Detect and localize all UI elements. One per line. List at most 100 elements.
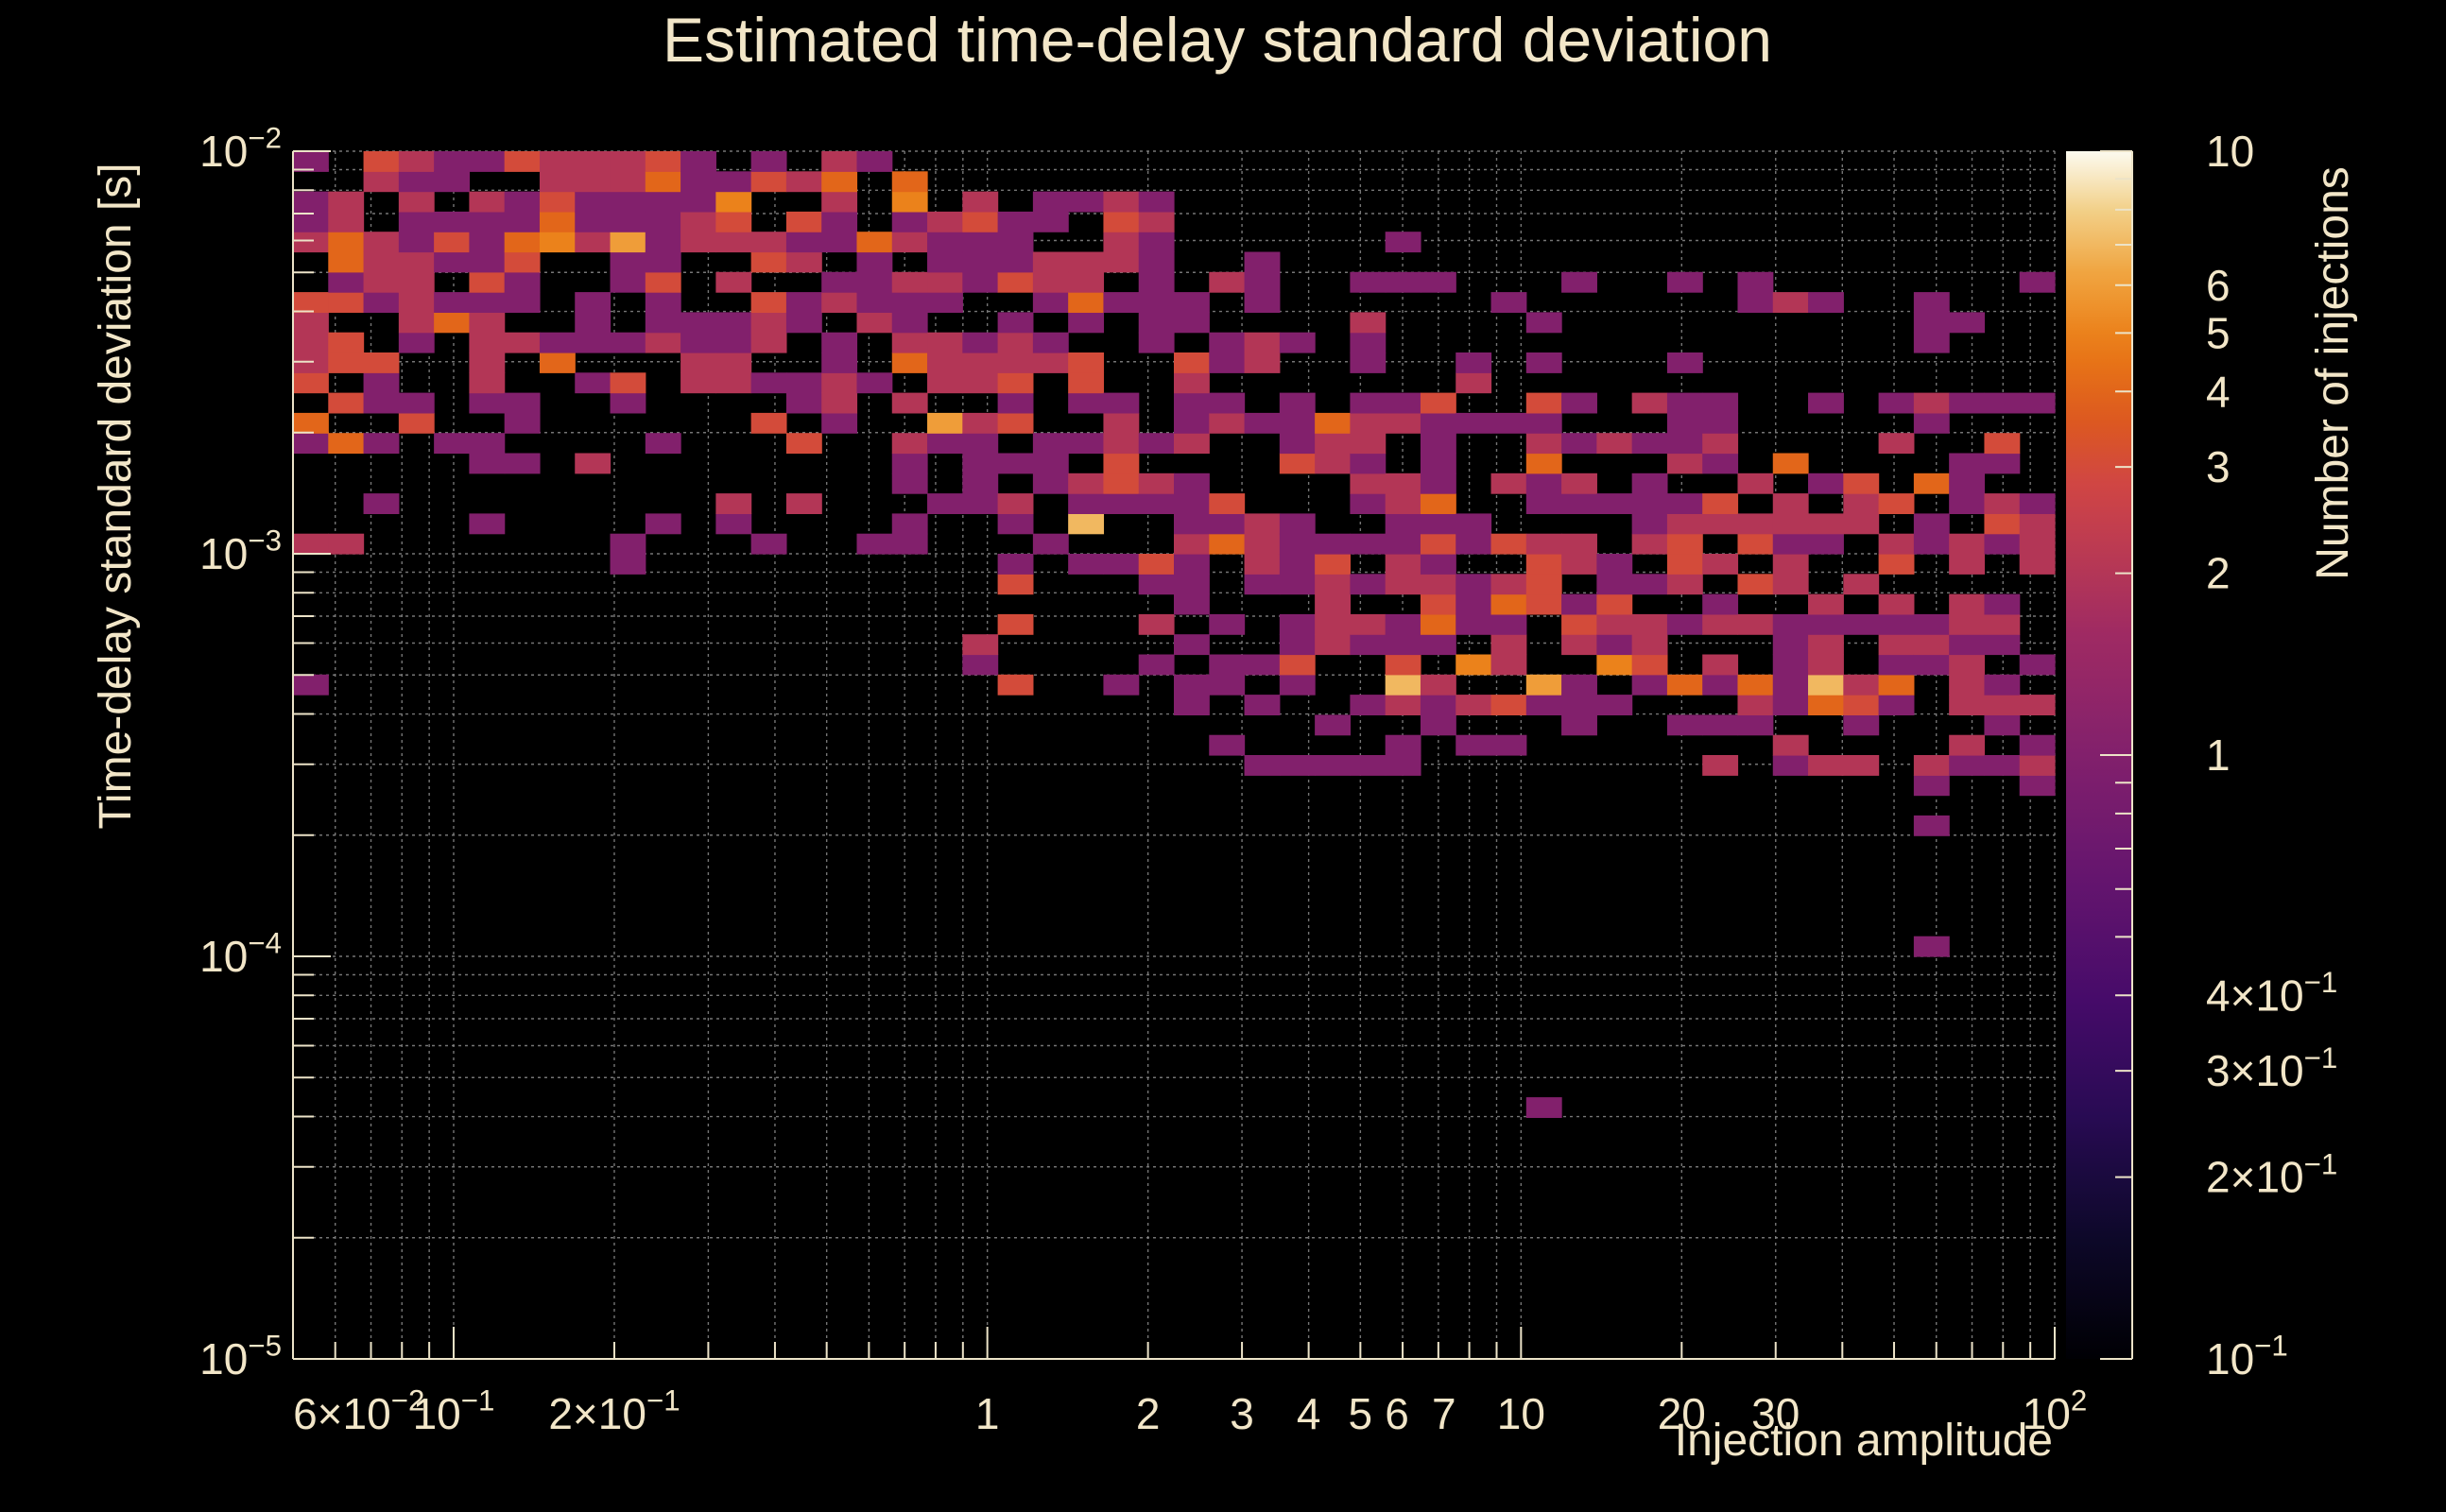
heatmap-cell: [398, 151, 435, 172]
heatmap-cell: [1032, 191, 1069, 213]
heatmap-cell: [328, 191, 365, 213]
heatmap-cell: [363, 392, 400, 414]
heatmap-cell: [1949, 472, 1986, 494]
heatmap-cell: [1561, 613, 1597, 635]
heatmap-cell: [1666, 554, 1703, 575]
heatmap-cell: [1702, 412, 1739, 434]
heatmap-cell: [293, 312, 329, 334]
heatmap-cell: [927, 271, 963, 293]
heatmap-cell: [1949, 312, 1986, 334]
heatmap-cell: [856, 292, 893, 313]
heatmap-cell: [1702, 493, 1739, 514]
heatmap-cell: [750, 232, 787, 253]
heatmap-cell: [1244, 574, 1281, 595]
heatmap-cell: [1103, 493, 1140, 514]
heatmap-cell: [927, 251, 963, 273]
heatmap-cell: [1138, 574, 1175, 595]
heatmap-cell: [1843, 493, 1880, 514]
heatmap-cell: [1737, 613, 1774, 635]
x-tick-label: 1: [975, 1389, 1000, 1438]
heatmap-cell: [645, 433, 681, 455]
x-tick-label: 30: [1751, 1389, 1800, 1438]
heatmap-cell: [750, 292, 787, 313]
heatmap-cell: [962, 433, 999, 455]
heatmap-cell: [293, 232, 329, 253]
heatmap-cell: [1244, 271, 1281, 293]
heatmap-cell: [1596, 613, 1633, 635]
heatmap-cell: [927, 292, 963, 313]
heatmap-cell: [1949, 554, 1986, 575]
heatmap-cell: [821, 211, 858, 232]
heatmap-cell: [1385, 271, 1421, 293]
heatmap-cell: [1032, 251, 1069, 273]
heatmap-cell: [1878, 674, 1915, 696]
heatmap-cell: [1949, 674, 1986, 696]
heatmap-cell: [1631, 392, 1668, 414]
heatmap-cell: [434, 433, 470, 455]
heatmap-cell: [1350, 332, 1387, 353]
x-tick-label: 10−1: [413, 1384, 495, 1438]
heatmap-cell: [1385, 554, 1421, 575]
heatmap-cell: [1420, 613, 1456, 635]
heatmap-cell: [1385, 755, 1421, 776]
heatmap-cell: [469, 271, 506, 293]
heatmap-cell: [1984, 613, 2021, 635]
heatmap-cell: [1385, 613, 1421, 635]
heatmap-cell: [680, 151, 716, 172]
heatmap-cell: [398, 191, 435, 213]
heatmap-cell: [2019, 392, 2056, 414]
heatmap-cell: [539, 171, 576, 193]
heatmap-cell: [1138, 292, 1175, 313]
heatmap-cell: [1631, 634, 1668, 656]
heatmap-cell: [821, 232, 858, 253]
heatmap-cell: [1103, 554, 1140, 575]
heatmap-cell: [1209, 352, 1246, 373]
heatmap-cell: [1913, 533, 1950, 555]
heatmap-cell: [1596, 654, 1633, 676]
heatmap-cell: [469, 292, 506, 313]
heatmap-cell: [1279, 453, 1316, 474]
heatmap-cell: [1878, 392, 1915, 414]
heatmap-cell: [1385, 472, 1421, 494]
heatmap-cell: [1878, 634, 1915, 656]
heatmap-cell: [927, 352, 963, 373]
heatmap-cell: [610, 232, 646, 253]
heatmap-cell: [2019, 533, 2056, 555]
heatmap-cell: [469, 312, 506, 334]
heatmap-cell: [1772, 513, 1809, 535]
heatmap-cell: [715, 513, 752, 535]
heatmap-cell: [1350, 472, 1387, 494]
heatmap-cell: [2019, 493, 2056, 514]
heatmap-cell: [1209, 533, 1246, 555]
colorbar-tick-label: 3×10−1: [2206, 1041, 2337, 1095]
heatmap-cell: [1772, 574, 1809, 595]
colorbar-tick-label: 10−1: [2206, 1330, 2288, 1383]
heatmap-cell: [1385, 695, 1421, 715]
heatmap-cell: [1737, 271, 1774, 293]
heatmap-cell: [645, 251, 681, 273]
heatmap-cell: [1138, 433, 1175, 455]
heatmap-cell: [469, 232, 506, 253]
heatmap-cell: [1596, 593, 1633, 615]
heatmap-cell: [715, 352, 752, 373]
heatmap-cell: [610, 211, 646, 232]
heatmap-cell: [1984, 392, 2021, 414]
heatmap-cell: [856, 232, 893, 253]
heatmap-cell: [328, 392, 365, 414]
heatmap-cell: [891, 271, 928, 293]
heatmap-cell: [1666, 433, 1703, 455]
heatmap-cell: [293, 352, 329, 373]
heatmap-cell: [363, 352, 400, 373]
heatmap-cell: [1666, 271, 1703, 293]
heatmap-cell: [997, 312, 1034, 334]
heatmap-cell: [1103, 472, 1140, 494]
heatmap-cell: [469, 372, 506, 394]
heatmap-cell: [1878, 695, 1915, 715]
heatmap-cell: [927, 332, 963, 353]
heatmap-cell: [1385, 654, 1421, 676]
heatmap-cell: [997, 392, 1034, 414]
heatmap-cell: [1244, 755, 1281, 776]
heatmap-cell: [1209, 654, 1246, 676]
heatmap-cell: [575, 171, 612, 193]
heatmap-cell: [1772, 554, 1809, 575]
